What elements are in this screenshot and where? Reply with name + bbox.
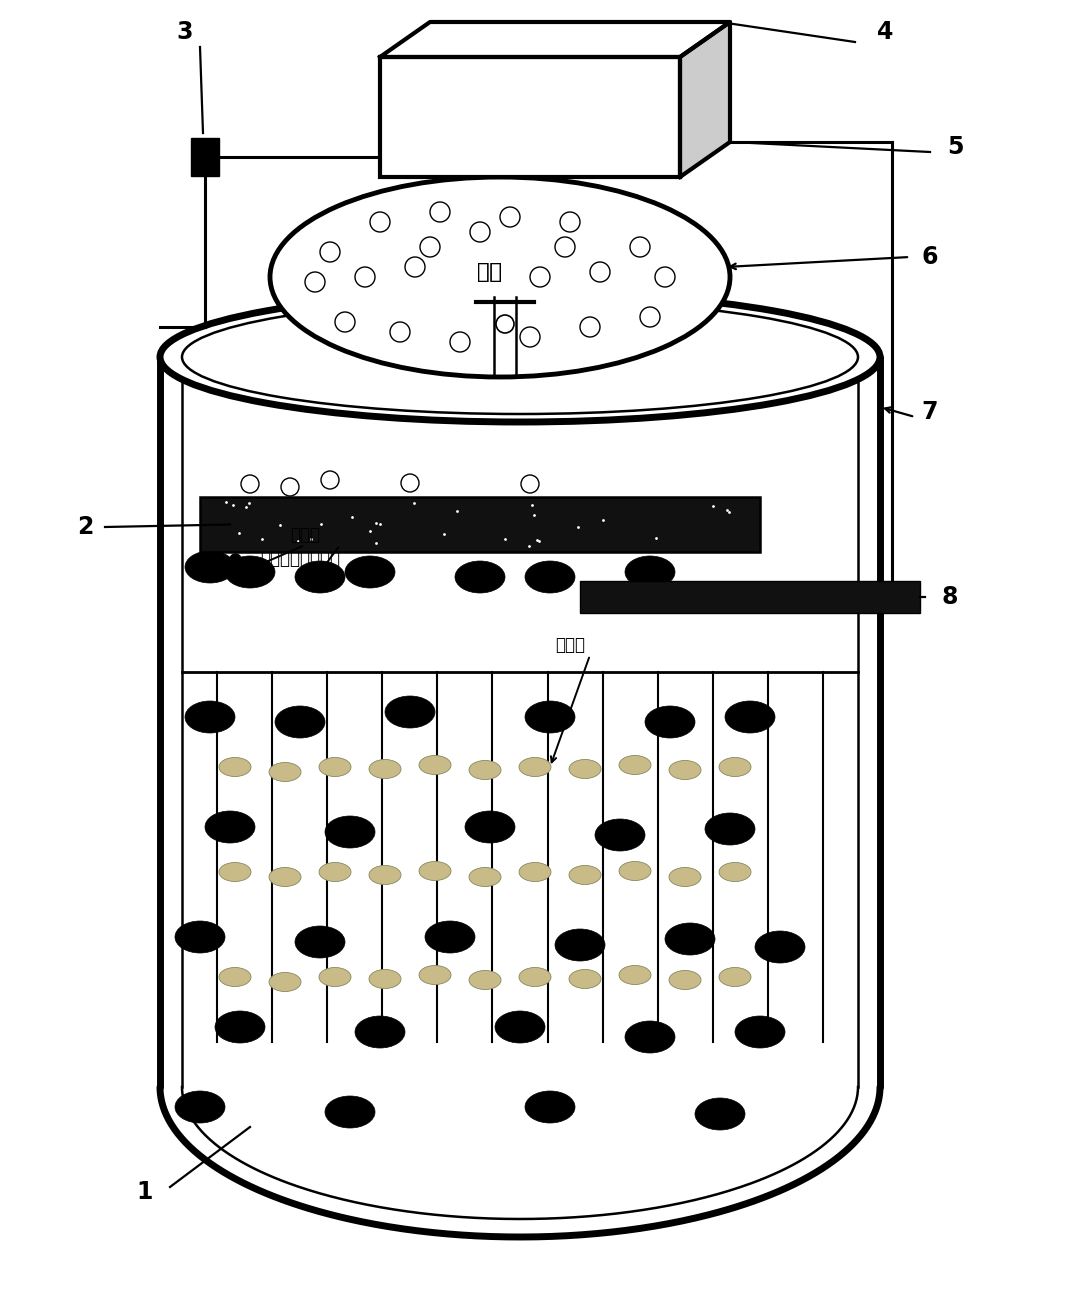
Ellipse shape	[319, 967, 351, 987]
Ellipse shape	[369, 759, 401, 779]
Ellipse shape	[319, 758, 351, 776]
Ellipse shape	[625, 555, 675, 588]
Text: 8: 8	[942, 586, 958, 609]
Ellipse shape	[719, 758, 751, 776]
Ellipse shape	[269, 972, 301, 992]
Text: 6: 6	[921, 244, 939, 269]
Ellipse shape	[185, 552, 235, 583]
Ellipse shape	[519, 758, 551, 776]
Bar	[581, 582, 920, 613]
Ellipse shape	[669, 761, 701, 779]
Ellipse shape	[295, 561, 345, 593]
Ellipse shape	[269, 762, 301, 782]
Text: 嗜热纤维素降解菌: 嗜热纤维素降解菌	[260, 550, 340, 569]
Ellipse shape	[725, 701, 775, 733]
Ellipse shape	[519, 967, 551, 987]
Text: 产电菌: 产电菌	[555, 637, 585, 654]
Ellipse shape	[705, 813, 755, 846]
Ellipse shape	[419, 861, 451, 881]
Ellipse shape	[465, 812, 515, 843]
Ellipse shape	[215, 1012, 265, 1043]
Bar	[191, 139, 219, 176]
Ellipse shape	[519, 863, 551, 881]
Ellipse shape	[595, 819, 645, 851]
Ellipse shape	[175, 1091, 226, 1123]
Ellipse shape	[569, 865, 601, 885]
Ellipse shape	[619, 861, 651, 881]
Text: 3: 3	[177, 20, 193, 44]
Ellipse shape	[669, 971, 701, 989]
Ellipse shape	[219, 758, 251, 776]
Ellipse shape	[525, 701, 575, 733]
Ellipse shape	[719, 863, 751, 881]
Ellipse shape	[569, 970, 601, 988]
Ellipse shape	[345, 555, 395, 588]
Ellipse shape	[425, 921, 475, 953]
Ellipse shape	[325, 1097, 375, 1128]
Ellipse shape	[619, 966, 651, 984]
Ellipse shape	[385, 697, 435, 728]
Ellipse shape	[469, 971, 501, 989]
Ellipse shape	[269, 868, 301, 886]
Ellipse shape	[275, 706, 325, 738]
Ellipse shape	[695, 1098, 745, 1131]
Ellipse shape	[419, 966, 451, 984]
Text: 1: 1	[137, 1180, 153, 1204]
Ellipse shape	[175, 921, 226, 953]
Ellipse shape	[270, 176, 730, 376]
Ellipse shape	[205, 812, 255, 843]
Ellipse shape	[525, 561, 575, 593]
Text: 2: 2	[77, 515, 93, 538]
Text: 氢气: 氢气	[478, 261, 503, 282]
Bar	[200, 497, 760, 552]
Ellipse shape	[469, 868, 501, 886]
Ellipse shape	[469, 761, 501, 779]
Text: 5: 5	[946, 135, 964, 159]
Ellipse shape	[185, 701, 235, 733]
Ellipse shape	[369, 865, 401, 885]
Ellipse shape	[219, 863, 251, 881]
Ellipse shape	[625, 1021, 675, 1053]
Text: 4: 4	[877, 20, 893, 44]
Ellipse shape	[569, 759, 601, 779]
Ellipse shape	[555, 929, 605, 961]
Ellipse shape	[419, 755, 451, 775]
Ellipse shape	[525, 1091, 575, 1123]
Ellipse shape	[160, 291, 880, 422]
Ellipse shape	[369, 970, 401, 988]
Bar	[380, 58, 680, 176]
Polygon shape	[680, 22, 730, 176]
Ellipse shape	[295, 925, 345, 958]
Text: 纤维素: 纤维素	[290, 525, 320, 544]
Ellipse shape	[319, 863, 351, 881]
Ellipse shape	[226, 555, 275, 588]
Ellipse shape	[645, 706, 695, 738]
Ellipse shape	[719, 967, 751, 987]
Ellipse shape	[325, 816, 375, 848]
Ellipse shape	[495, 1012, 545, 1043]
Ellipse shape	[455, 561, 505, 593]
Text: 7: 7	[921, 400, 939, 423]
Ellipse shape	[755, 931, 805, 963]
Ellipse shape	[665, 923, 715, 955]
Polygon shape	[380, 22, 730, 58]
Text: 氢气: 氢气	[478, 261, 503, 282]
Ellipse shape	[355, 1016, 405, 1048]
Ellipse shape	[735, 1016, 786, 1048]
Ellipse shape	[619, 755, 651, 775]
Ellipse shape	[219, 967, 251, 987]
Ellipse shape	[669, 868, 701, 886]
